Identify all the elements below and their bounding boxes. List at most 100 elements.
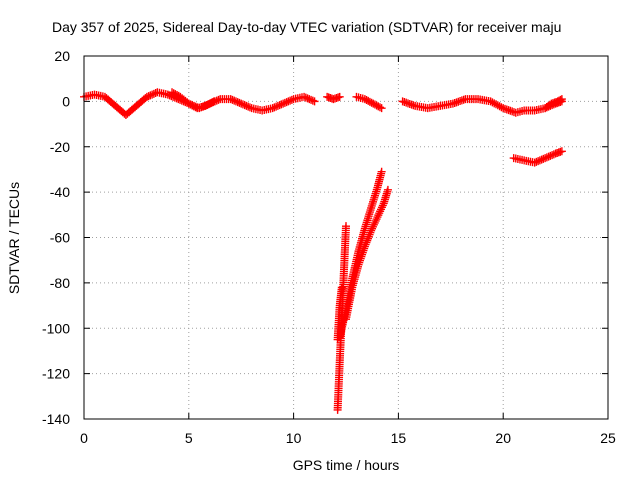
data-points — [80, 88, 566, 414]
data-point — [497, 103, 506, 112]
data-point — [233, 98, 242, 107]
data-point — [268, 104, 277, 113]
x-tick-label: 0 — [80, 430, 88, 446]
data-point — [272, 102, 281, 111]
data-point — [142, 92, 151, 101]
data-point — [375, 103, 384, 112]
data-point — [214, 95, 223, 104]
y-tick-label: -20 — [50, 139, 70, 155]
data-point — [492, 100, 501, 109]
data-point — [282, 98, 291, 107]
data-point — [287, 95, 296, 104]
data-point — [367, 226, 376, 235]
data-point — [374, 211, 383, 220]
y-tick-label: -80 — [50, 275, 70, 291]
data-point — [493, 101, 502, 110]
data-point — [303, 94, 312, 103]
data-point — [378, 201, 387, 210]
data-point — [307, 95, 316, 104]
data-point — [371, 216, 380, 225]
data-point — [275, 101, 284, 110]
data-point — [368, 222, 377, 231]
plot-frame — [83, 55, 609, 420]
y-tick-label: -60 — [50, 230, 70, 246]
y-tick-label: -100 — [42, 320, 70, 336]
data-point — [369, 220, 378, 229]
chart-title: Day 357 of 2025, Sidereal Day-to-day VTE… — [52, 19, 561, 35]
data-point — [286, 96, 295, 105]
data-point — [279, 99, 288, 108]
data-point — [557, 147, 566, 156]
data-point — [542, 153, 551, 162]
data-point — [534, 157, 543, 166]
data-point — [245, 103, 254, 112]
grid — [84, 56, 608, 419]
data-point — [209, 97, 218, 106]
data-point — [148, 90, 157, 99]
data-point — [377, 104, 386, 113]
data-point — [270, 103, 279, 112]
data-point — [335, 92, 344, 101]
y-tick-label: 20 — [54, 48, 70, 64]
data-point — [376, 207, 385, 216]
data-point — [244, 102, 253, 111]
x-tick-label: 5 — [185, 430, 193, 446]
data-point — [557, 95, 566, 104]
data-point — [556, 95, 565, 104]
data-point — [280, 98, 289, 107]
data-point — [377, 167, 386, 176]
data-point — [548, 151, 557, 160]
data-point — [337, 283, 346, 292]
data-point — [544, 152, 553, 161]
data-point — [535, 156, 544, 165]
data-point — [273, 101, 282, 110]
x-axis-label: GPS time / hours — [293, 457, 400, 473]
data-point — [368, 224, 377, 233]
x-tick-labels: 0 5 10 15 20 25 — [80, 430, 616, 446]
y-tick-labels: -140 -120 -100 -80 -60 -40 -20 0 20 — [42, 48, 70, 427]
data-point — [490, 99, 499, 108]
data-point — [486, 97, 495, 106]
data-point — [377, 203, 386, 212]
data-point — [373, 213, 382, 222]
data-point — [284, 97, 293, 106]
data-point — [532, 157, 541, 166]
data-point — [377, 205, 386, 214]
data-point — [277, 100, 286, 109]
data-point — [226, 95, 235, 104]
data-point — [146, 91, 155, 100]
data-point — [300, 92, 309, 101]
x-tick-label: 25 — [600, 430, 616, 446]
data-point — [308, 96, 317, 105]
data-point — [305, 95, 314, 104]
data-point — [372, 215, 381, 224]
data-point — [541, 154, 550, 163]
data-point — [237, 99, 246, 108]
data-point — [383, 185, 392, 194]
data-point — [228, 95, 237, 104]
data-point — [495, 102, 504, 111]
data-point — [235, 98, 244, 107]
data-point — [149, 89, 158, 98]
data-point — [539, 154, 548, 163]
data-point — [242, 101, 251, 110]
data-point — [230, 96, 239, 105]
data-point — [231, 97, 240, 106]
y-tick-label: 0 — [62, 93, 70, 109]
data-point — [301, 93, 310, 102]
data-point — [370, 218, 379, 227]
y-tick-label: -40 — [50, 184, 70, 200]
data-point — [537, 155, 546, 164]
data-point — [163, 90, 172, 99]
y-tick-label: -120 — [42, 366, 70, 382]
data-point — [238, 100, 247, 109]
data-point — [530, 158, 539, 167]
data-point — [375, 209, 384, 218]
data-point — [240, 101, 249, 110]
x-tick-label: 15 — [391, 430, 407, 446]
data-point — [310, 97, 319, 106]
data-point — [342, 222, 350, 231]
data-point — [488, 98, 497, 107]
x-tick-label: 20 — [495, 430, 511, 446]
